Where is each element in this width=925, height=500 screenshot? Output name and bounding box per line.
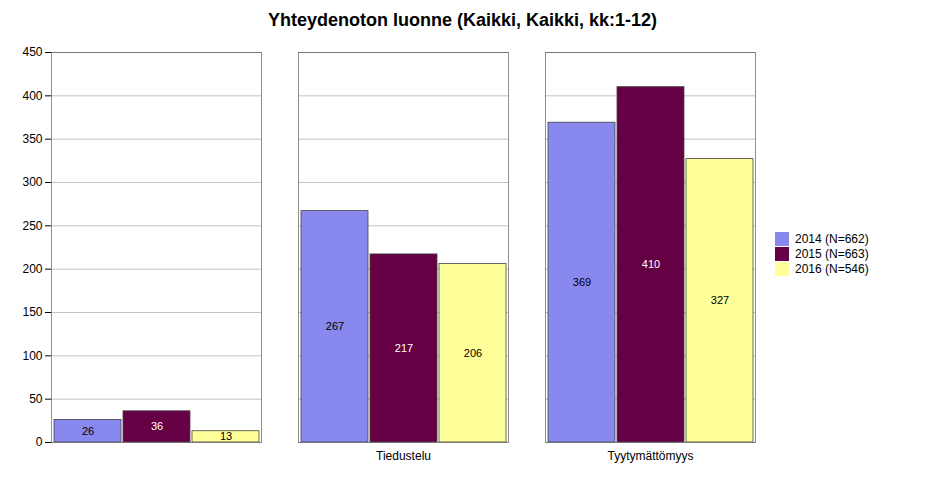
html-text:2015 (N=663): 2015 (N=663) [795,246,869,261]
svg-text:267: 267 [326,320,344,332]
svg-text:0: 0 [36,435,43,449]
svg-text:100: 100 [22,349,42,363]
svg-text:300: 300 [22,175,42,189]
svg-text:350: 350 [22,132,42,146]
svg-text:206: 206 [464,347,482,359]
svg-text:250: 250 [22,219,42,233]
svg-text:13: 13 [220,430,232,442]
svg-text:26: 26 [82,425,94,437]
svg-text:400: 400 [22,89,42,103]
svg-text:Tiedustelu: Tiedustelu [376,449,431,463]
html-text:2014 (N=662): 2014 (N=662) [795,231,869,246]
svg-text:369: 369 [573,276,591,288]
svg-text:50: 50 [29,392,43,406]
svg-text:410: 410 [642,258,660,270]
svg-text:Tyytymättömyys: Tyytymättömyys [607,449,693,463]
svg-text:36: 36 [151,420,163,432]
svg-text:150: 150 [22,305,42,319]
html-text:Yhteydenoton luonne (Kaikki, K: Yhteydenoton luonne (Kaikki, Kaikki, kk:… [268,10,657,30]
svg-text:200: 200 [22,262,42,276]
html-text:2016 (N=546): 2016 (N=546) [795,261,869,276]
svg-text:217: 217 [395,342,413,354]
svg-text:450: 450 [22,45,42,59]
svg-text:327: 327 [711,294,729,306]
